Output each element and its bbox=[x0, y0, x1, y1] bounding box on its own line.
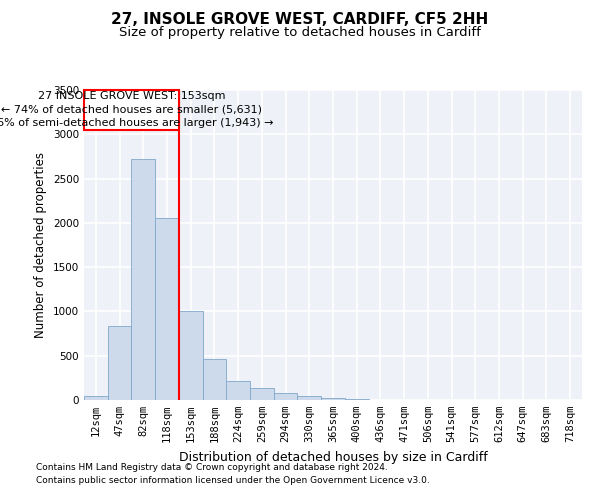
Bar bbox=[203, 360, 226, 400]
Bar bbox=[345, 399, 368, 400]
Text: Contains HM Land Registry data © Crown copyright and database right 2024.: Contains HM Land Registry data © Crown c… bbox=[36, 462, 388, 471]
Y-axis label: Number of detached properties: Number of detached properties bbox=[34, 152, 47, 338]
Bar bbox=[321, 398, 345, 400]
Bar bbox=[274, 393, 298, 400]
Text: 26% of semi-detached houses are larger (1,943) →: 26% of semi-detached houses are larger (… bbox=[0, 118, 273, 128]
Text: 27, INSOLE GROVE WEST, CARDIFF, CF5 2HH: 27, INSOLE GROVE WEST, CARDIFF, CF5 2HH bbox=[112, 12, 488, 28]
Bar bbox=[131, 159, 155, 400]
Bar bbox=[298, 396, 321, 400]
Bar bbox=[155, 218, 179, 400]
Bar bbox=[84, 396, 108, 400]
Bar bbox=[250, 388, 274, 400]
Bar bbox=[179, 310, 203, 400]
X-axis label: Distribution of detached houses by size in Cardiff: Distribution of detached houses by size … bbox=[179, 450, 487, 464]
Text: Contains public sector information licensed under the Open Government Licence v3: Contains public sector information licen… bbox=[36, 476, 430, 485]
Bar bbox=[226, 382, 250, 400]
Text: ← 74% of detached houses are smaller (5,631): ← 74% of detached houses are smaller (5,… bbox=[1, 104, 262, 115]
Bar bbox=[108, 326, 131, 400]
Bar bbox=[84, 90, 179, 130]
Text: 27 INSOLE GROVE WEST: 153sqm: 27 INSOLE GROVE WEST: 153sqm bbox=[38, 91, 225, 101]
Text: Size of property relative to detached houses in Cardiff: Size of property relative to detached ho… bbox=[119, 26, 481, 39]
